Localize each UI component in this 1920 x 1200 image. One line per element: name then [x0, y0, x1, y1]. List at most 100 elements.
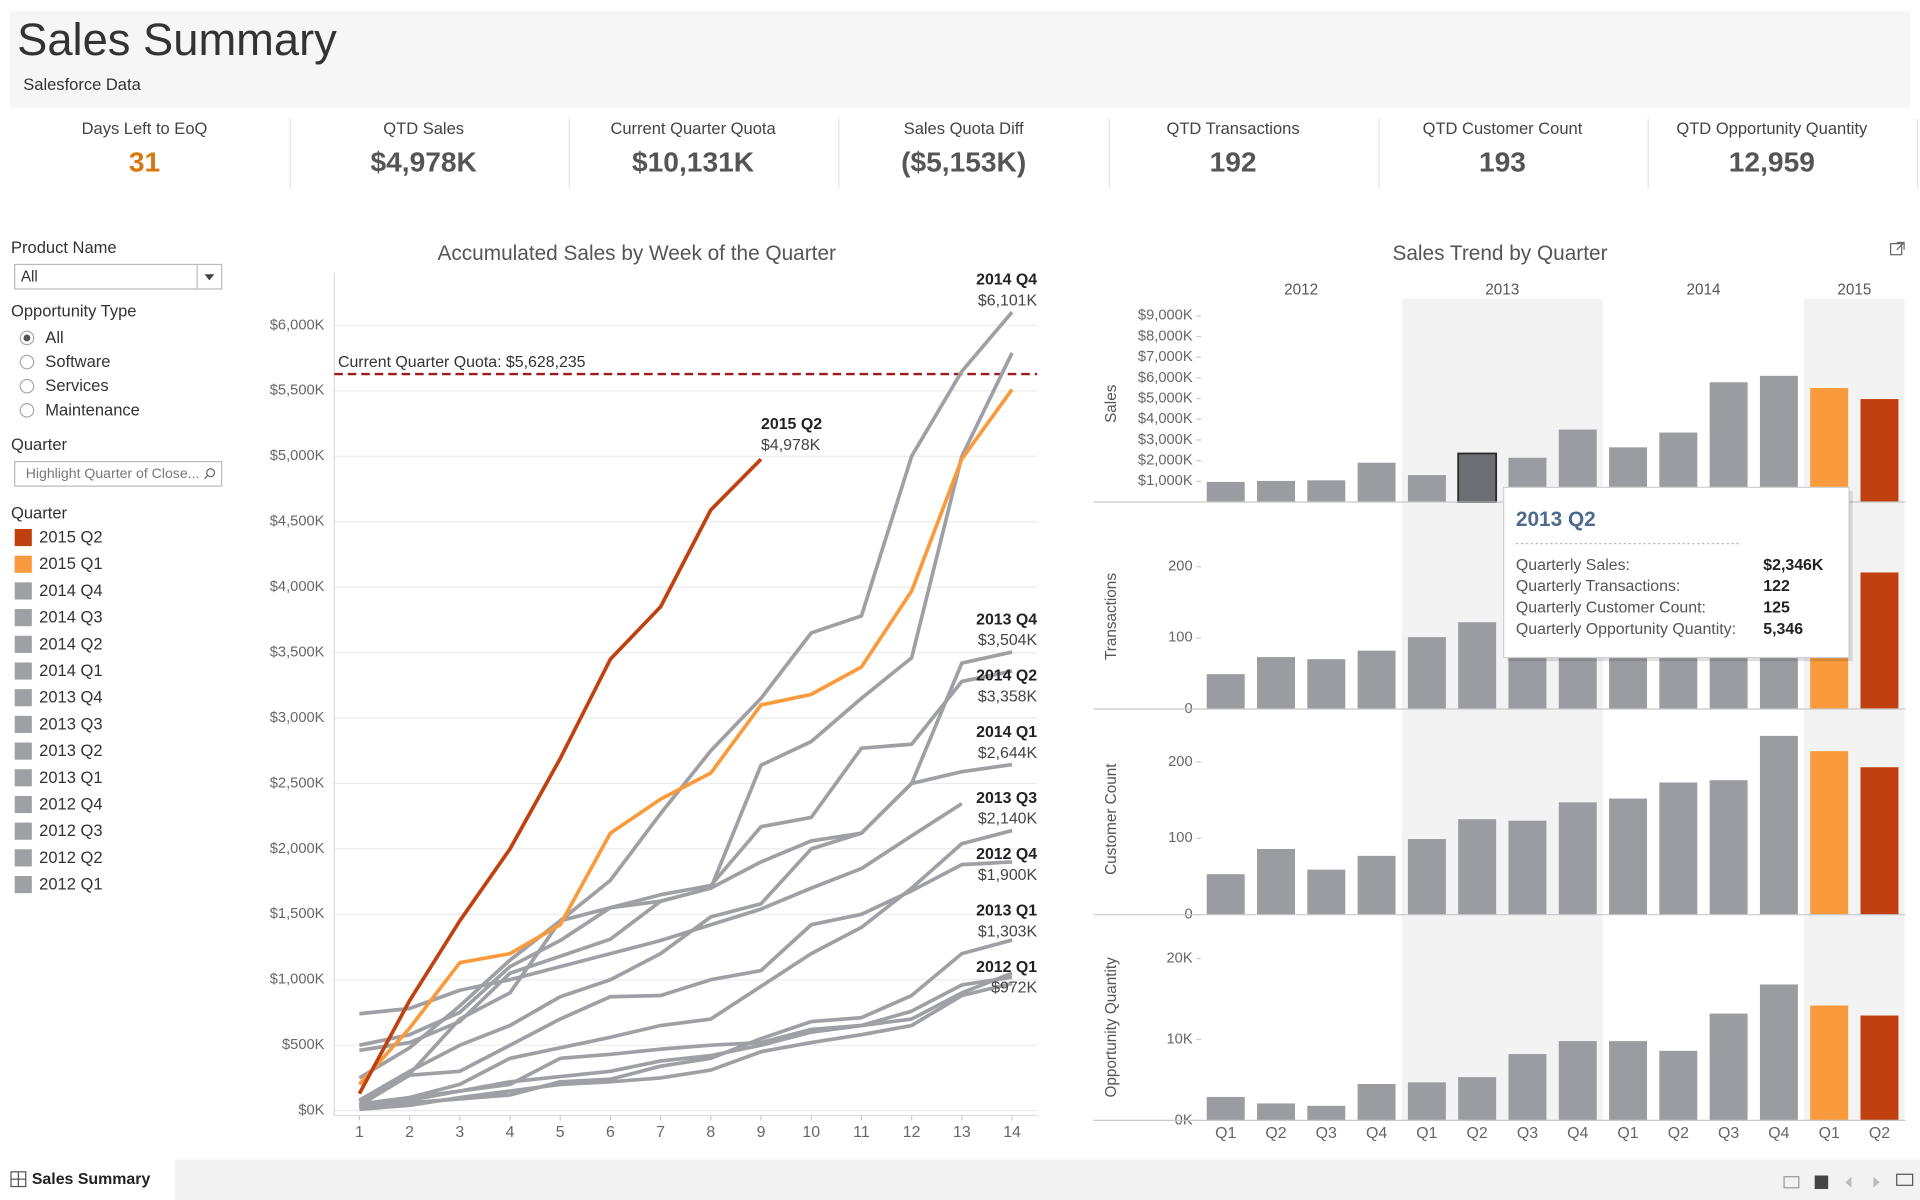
dropdown-arrow[interactable] [204, 274, 215, 281]
bar[interactable] [1257, 657, 1295, 709]
sheet-tab-label[interactable]: Sales Summary [32, 1171, 151, 1188]
bar[interactable] [1407, 839, 1446, 915]
legend-swatch[interactable] [14, 769, 32, 787]
bar[interactable] [1307, 659, 1346, 709]
search-box[interactable]: Highlight Quarter of Close... [14, 461, 223, 487]
bar[interactable] [1307, 1105, 1346, 1121]
legend-swatch[interactable] [14, 609, 32, 627]
legend-label[interactable]: 2014 Q1 [39, 661, 102, 680]
radio-button[interactable] [19, 402, 35, 418]
bar[interactable] [1810, 751, 1849, 915]
sheet-tab[interactable] [0, 1159, 176, 1200]
bar[interactable] [1860, 1015, 1899, 1121]
radio-label[interactable]: Maintenance [45, 400, 140, 419]
legend-label[interactable]: 2015 Q2 [39, 528, 102, 547]
bar[interactable] [1709, 780, 1748, 915]
legend-label[interactable]: 2012 Q4 [39, 794, 102, 813]
legend-swatch[interactable] [14, 635, 32, 653]
legend-swatch[interactable] [14, 528, 32, 547]
line-series [359, 828, 1013, 1110]
legend-swatch[interactable] [14, 662, 32, 680]
bar[interactable] [1206, 1096, 1245, 1121]
radio-label[interactable]: All [45, 328, 63, 347]
bar[interactable] [1860, 572, 1899, 709]
legend-swatch[interactable] [14, 715, 32, 733]
bar[interactable] [1759, 984, 1798, 1121]
bar[interactable] [1609, 1041, 1648, 1121]
bar[interactable] [1407, 1082, 1446, 1121]
bar[interactable] [1810, 1005, 1849, 1121]
bar[interactable] [1307, 869, 1346, 915]
view-toggle[interactable] [1814, 1175, 1829, 1189]
present-icon[interactable] [1896, 1173, 1914, 1186]
x-tick-label: Q2 [1467, 1125, 1488, 1142]
legend-label[interactable]: 2012 Q2 [39, 848, 102, 867]
legend-swatch[interactable] [14, 689, 32, 707]
bar[interactable] [1759, 375, 1798, 503]
legend-swatch[interactable] [14, 849, 32, 867]
bar[interactable] [1659, 782, 1698, 915]
legend-swatch[interactable] [14, 555, 32, 573]
bar[interactable] [1558, 802, 1597, 915]
bar[interactable] [1458, 622, 1497, 709]
legend-label[interactable]: 2014 Q4 [39, 581, 102, 600]
bar[interactable] [1357, 650, 1396, 709]
legend-label[interactable]: 2014 Q2 [39, 634, 102, 653]
expand-box[interactable] [1890, 243, 1903, 256]
bar[interactable] [1206, 674, 1245, 709]
bar[interactable] [1810, 388, 1849, 503]
bar[interactable] [1659, 1050, 1698, 1121]
legend-label[interactable]: 2013 Q2 [39, 741, 102, 760]
bar[interactable] [1508, 1054, 1547, 1121]
dashboard-subtitle: Salesforce Data [23, 75, 141, 94]
expand-icon[interactable] [1890, 241, 1905, 256]
bar[interactable] [1357, 855, 1396, 915]
bar[interactable] [1860, 399, 1899, 503]
bar[interactable] [1609, 798, 1648, 915]
bar[interactable] [1457, 452, 1498, 503]
search-input[interactable] [14, 461, 223, 487]
x-tick-label: 5 [556, 1124, 565, 1141]
legend-label[interactable]: 2013 Q1 [39, 768, 102, 787]
bar[interactable] [1558, 1041, 1597, 1121]
bar[interactable] [1759, 735, 1798, 915]
bar[interactable] [1206, 481, 1245, 503]
radio-button[interactable] [19, 378, 35, 394]
radio-label[interactable]: Software [45, 352, 110, 371]
legend-label[interactable]: 2015 Q1 [39, 554, 102, 573]
bar[interactable] [1357, 462, 1396, 503]
bar[interactable] [1357, 1083, 1396, 1121]
legend-swatch[interactable] [14, 742, 32, 760]
radio-button[interactable] [19, 354, 35, 370]
bar[interactable] [1257, 848, 1295, 915]
bar[interactable] [1257, 1103, 1295, 1121]
bar[interactable] [1458, 1077, 1497, 1121]
bar[interactable] [1709, 382, 1748, 503]
dropdown[interactable]: All [14, 263, 223, 290]
legend-label[interactable]: 2012 Q3 [39, 821, 102, 840]
bar[interactable] [1458, 819, 1497, 915]
legend-label[interactable]: 2012 Q1 [39, 875, 102, 894]
bar[interactable] [1407, 475, 1446, 503]
legend-label[interactable]: 2014 Q3 [39, 608, 102, 627]
legend-label[interactable]: 2013 Q4 [39, 688, 102, 707]
bar[interactable] [1860, 767, 1899, 915]
nav-prev[interactable] [1845, 1176, 1852, 1188]
dropdown-box[interactable] [14, 263, 223, 290]
radio-dot[interactable] [23, 334, 31, 342]
bar[interactable] [1709, 1013, 1748, 1121]
legend-swatch[interactable] [14, 822, 32, 840]
bar[interactable] [1257, 480, 1295, 503]
bar[interactable] [1206, 874, 1245, 915]
legend-swatch[interactable] [14, 795, 32, 814]
nav-next[interactable] [1873, 1176, 1880, 1188]
legend-swatch[interactable] [14, 582, 32, 600]
bar[interactable] [1307, 480, 1346, 503]
bar[interactable] [1407, 637, 1446, 709]
bar[interactable] [1508, 820, 1547, 915]
legend-label[interactable]: 2013 Q3 [39, 714, 102, 733]
radio-label[interactable]: Services [45, 376, 108, 395]
legend-swatch[interactable] [14, 876, 32, 894]
search-icon[interactable] [206, 468, 216, 478]
view-toggle[interactable] [1783, 1176, 1800, 1189]
